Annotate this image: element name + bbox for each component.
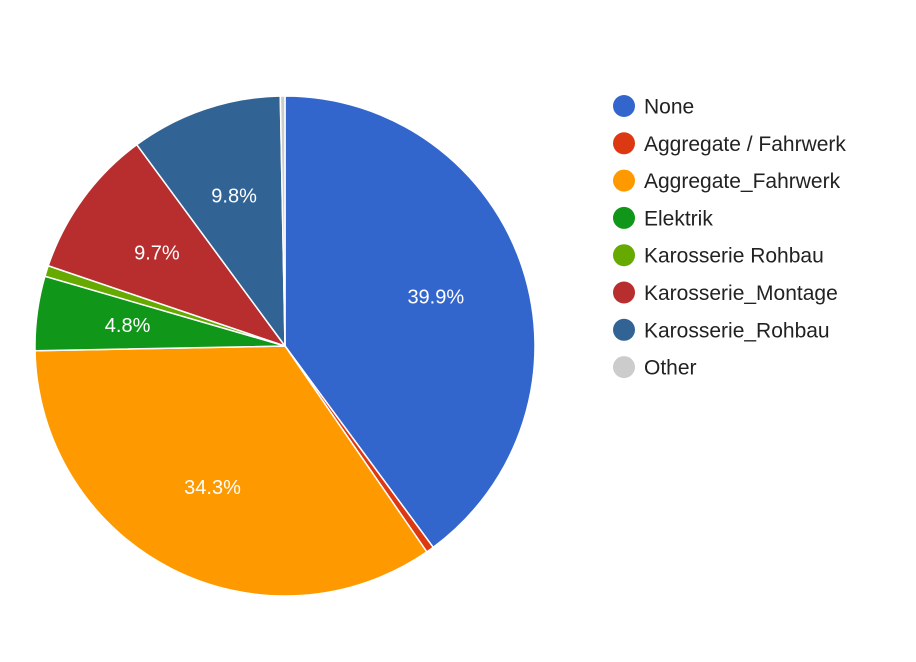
legend-swatch-karosserie-montage [613, 281, 635, 304]
legend-item-karosserie-rohbau[interactable]: Karosserie Rohbau [613, 244, 824, 268]
legend-item-none[interactable]: None [613, 95, 694, 119]
pie-slice-karosserie-rohbau[interactable] [135, 95, 286, 349]
legend-label-karosserie-montage: Karosserie_Montage [644, 282, 838, 305]
legend-swatch-elektrik [613, 206, 635, 229]
legend-label-elektrik: Elektrik [644, 207, 713, 230]
pie-slice-none[interactable] [284, 95, 536, 549]
pie-slice-labels: 39.9% 34.3% 4.8% 9.7% 9.8% [105, 186, 465, 500]
slice-value-label-karosserie-rohbau: 9.8% [211, 186, 257, 208]
legend-item-karosserie-montage[interactable]: Karosserie_Montage [613, 281, 838, 306]
legend-label-aggregate-fahrwerk: Aggregate / Fahrwerk [644, 133, 846, 156]
pie-slices [34, 95, 536, 597]
legend-swatch-none [613, 95, 635, 117]
legend-swatch-other [613, 356, 635, 379]
slice-value-label-karosserie-montage: 9.7% [134, 242, 180, 264]
pie-slice-other[interactable] [279, 95, 286, 347]
legend-item-elektrik[interactable]: Elektrik [613, 206, 713, 231]
slice-value-label-elektrik: 4.8% [105, 315, 151, 337]
legend-label-none: None [644, 96, 694, 119]
legend-item-karosserie-rohbau[interactable]: Karosserie_Rohbau [613, 318, 830, 343]
chart-legend: None Aggregate / Fahrwerk Aggregate_Fahrwe… [613, 95, 846, 380]
legend-item-aggregate-fahrwerk[interactable]: Aggregate / Fahrwerk [613, 132, 846, 156]
legend-label-karosserie-rohbau: Karosserie_Rohbau [644, 319, 830, 342]
legend-swatch-aggregate-fahrwerk [613, 132, 635, 155]
pie-slice-aggregate-fahrwerk[interactable] [34, 345, 428, 597]
legend-swatch-aggregate-fahrwerk [613, 169, 635, 192]
legend-swatch-karosserie-rohbau [613, 244, 635, 267]
legend-swatch-karosserie-rohbau [613, 318, 635, 341]
legend-item-other[interactable]: Other [613, 356, 697, 380]
legend-label-other: Other [644, 357, 697, 380]
slice-value-label-none: 39.9% [407, 287, 464, 309]
legend-label-karosserie-rohbau: Karosserie Rohbau [644, 245, 824, 268]
slice-value-label-aggregate-fahrwerk: 34.3% [184, 477, 241, 499]
legend-item-aggregate-fahrwerk[interactable]: Aggregate_Fahrwerk [613, 169, 841, 194]
legend-label-aggregate-fahrwerk: Aggregate_Fahrwerk [644, 170, 841, 193]
pie-slice-karosserie-montage[interactable] [47, 143, 288, 348]
